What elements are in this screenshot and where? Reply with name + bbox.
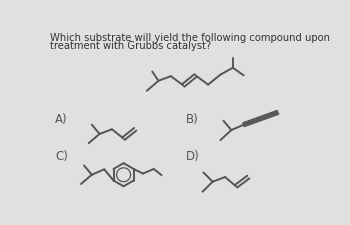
Text: treatment with Grubbs catalyst?: treatment with Grubbs catalyst? <box>50 41 211 51</box>
Text: A): A) <box>55 113 68 126</box>
Text: D): D) <box>186 150 199 163</box>
Text: C): C) <box>55 150 68 163</box>
Text: Which substrate will yield the following compound upon: Which substrate will yield the following… <box>50 33 330 43</box>
Text: B): B) <box>186 113 198 126</box>
